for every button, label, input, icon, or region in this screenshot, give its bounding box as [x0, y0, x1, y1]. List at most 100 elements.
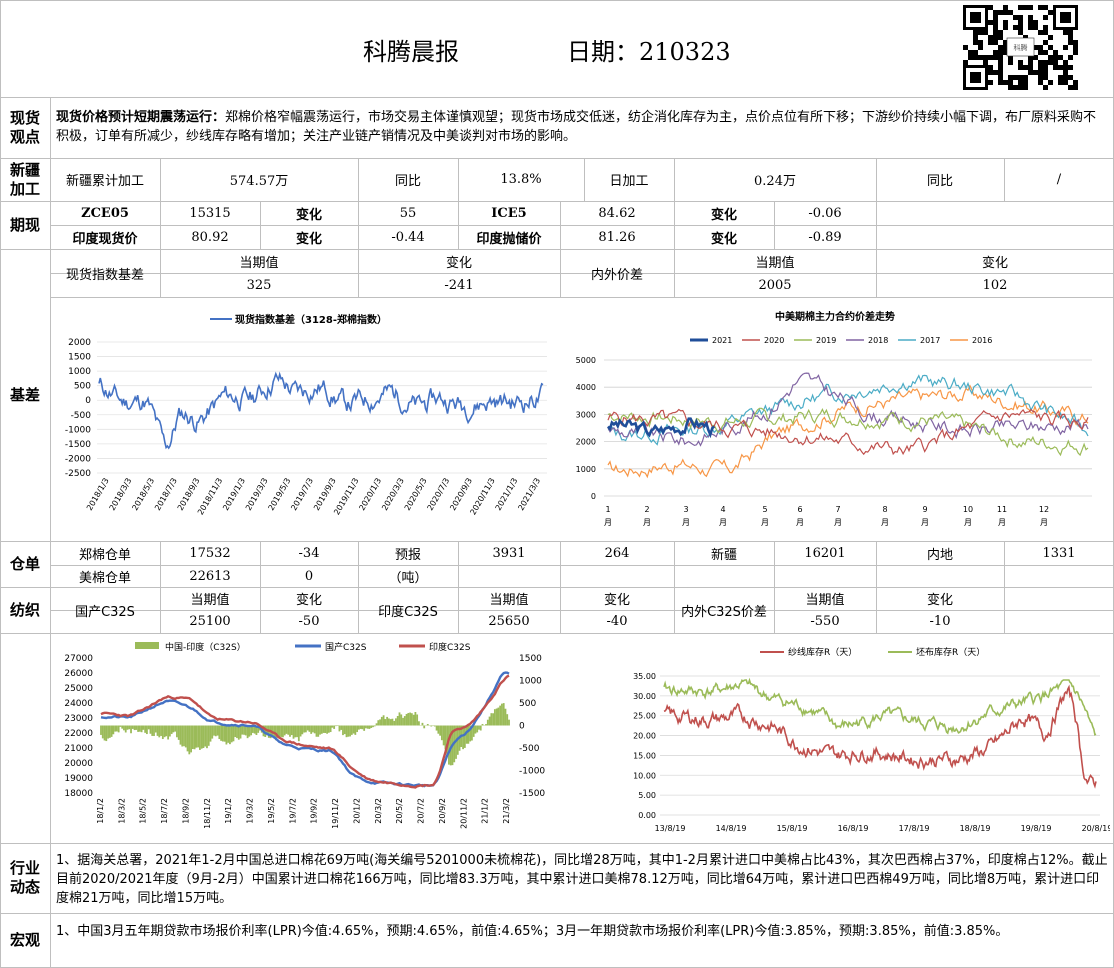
warehouse-unit: （吨）: [388, 570, 428, 586]
stock-y-tick: 10.00: [633, 771, 656, 780]
yarn-diff-bar: [282, 725, 284, 738]
xinjiang-warehouse-label: 新疆: [710, 547, 737, 563]
yarn-diff-bar: [421, 722, 424, 726]
spread-x-tick: 7: [835, 505, 840, 514]
yarn-diff-bar: [115, 725, 118, 732]
yarn-diff-bar: [200, 725, 203, 749]
yarn-diff-bar: [195, 725, 198, 748]
yarn-diff-bar: [499, 705, 502, 726]
spread-legend-label: 2019: [816, 336, 836, 345]
stock-y-tick: 0.00: [638, 811, 656, 820]
yarn-diff-bar: [297, 725, 300, 742]
c32s-spread-current-label: 当期值: [805, 593, 845, 608]
yarn-x-tick: 19/9/2: [310, 798, 319, 824]
yarn-y-tick: 25000: [64, 684, 93, 694]
basis-x-tick: 2020/7/3: [426, 477, 452, 513]
zc-warehouse-change: -34: [298, 545, 320, 561]
yarn-diff-bar: [154, 725, 157, 733]
yarn-diff-bar: [463, 725, 466, 748]
yarn-diff-bar: [114, 725, 117, 732]
yarn-diff-bar: [188, 725, 191, 755]
india-current-label: 当期值: [489, 593, 529, 608]
yarn-diff-bar: [103, 725, 106, 741]
yarn-diff-bar: [435, 725, 438, 731]
yarn-diff-bar: [130, 725, 132, 734]
yarn-diff-bar: [214, 725, 217, 737]
yarn-diff-bar: [347, 725, 350, 737]
yarn-diff-bar: [202, 725, 205, 749]
c32s-spread-change: -10: [929, 614, 951, 629]
yarn-diff-bar: [368, 725, 371, 729]
yarn-diff-bar: [126, 725, 129, 730]
yarn-diff-bar: [504, 708, 507, 726]
yarn-x-tick: 21/3/2: [502, 798, 511, 824]
yarn-x-tick: 19/11/2: [331, 798, 340, 829]
basis-x-tick: 2020/1/3: [357, 477, 383, 513]
spot-index-basis-label: 现货指数基差: [65, 267, 144, 283]
yarn-diff-bar: [479, 725, 482, 731]
yarn-diff-bar: [319, 725, 321, 735]
yarn-diff-bar: [301, 725, 304, 735]
india-spot-change: -0.44: [391, 229, 425, 245]
spread-legend-label: 2021: [712, 336, 732, 345]
yarn-inventory-line: [663, 684, 1097, 789]
yarn-diff-bar: [380, 716, 383, 726]
yarn-y-tick: 20000: [64, 759, 93, 769]
yarn-diff-bar: [359, 725, 362, 729]
yarn-diff-bar: [350, 725, 353, 735]
basis-current-label: 当期值: [239, 255, 279, 271]
yarn-diff-bar: [363, 725, 366, 731]
yarn-diff-bar: [112, 725, 115, 735]
spread-series-line: [607, 417, 716, 439]
yarn-diff-bar: [140, 725, 143, 733]
stock-y-tick: 35.00: [633, 672, 656, 681]
yarn-diff-bar: [389, 719, 392, 726]
yarn-diff-bar: [338, 725, 341, 732]
spread-x-tick: 8: [882, 505, 887, 514]
inland-warehouse-label: 内地: [926, 547, 953, 563]
yarn-diff-bar: [324, 725, 327, 733]
spread-x-month: 月: [719, 518, 727, 527]
yarn-diff-bar: [101, 725, 104, 739]
yarn-diff-bar: [333, 725, 336, 729]
yarn-diff-bar: [331, 725, 334, 728]
us-warehouse-value: 22613: [189, 568, 231, 584]
yarn-diff-bar: [405, 713, 408, 726]
yarn-diff-bar: [100, 725, 102, 735]
yarn-diff-bar: [255, 725, 258, 736]
stock-y-tick: 15.00: [633, 751, 656, 760]
yarn-diff-bar: [440, 725, 443, 741]
xinjiang-yoy2-label: 同比: [926, 174, 953, 189]
stock-y-tick: 30.00: [633, 692, 656, 701]
yarn-diff-bar: [128, 725, 131, 730]
yarn-diff-bar: [495, 708, 498, 726]
yarn-diff-bar: [430, 725, 433, 727]
yarn-diff-bar: [423, 725, 426, 729]
yarn-diff-bar: [165, 725, 168, 737]
c32s-spread-label: 内外C32S价差: [681, 604, 767, 620]
yarn-diff-bar: [131, 725, 134, 729]
yarn-legend-label: 印度C32S: [429, 641, 471, 653]
yarn-diff-bar: [384, 719, 387, 726]
basis-y-tick: 2000: [68, 338, 91, 348]
yarn-diff-bar: [313, 725, 316, 734]
ice5-label: ICE5: [491, 205, 527, 221]
ice5-change-label: 变化: [710, 207, 737, 223]
basis-x-tick: 2020/9/3: [448, 477, 474, 513]
yarn-diff-bar: [108, 725, 111, 738]
yarn-diff-bar: [497, 707, 500, 726]
india-c32s-label: 印度C32S: [378, 604, 438, 620]
spread-x-month: 月: [1040, 518, 1048, 527]
yarn-diff-bar: [117, 725, 120, 733]
yarn-y2-tick: 1500: [519, 654, 542, 664]
xinjiang-yoy2-value: /: [1056, 172, 1062, 187]
basis-x-tick: 2018/3/3: [108, 477, 134, 513]
yarn-diff-bar: [391, 718, 394, 726]
basis-x-tick: 2019/1/3: [221, 477, 247, 513]
yarn-diff-bar: [478, 725, 480, 730]
yarn-diff-bar: [439, 725, 442, 736]
yarn-india-line: [100, 674, 510, 789]
yarn-diff-bar: [402, 717, 404, 726]
yarn-diff-bar: [357, 725, 360, 730]
yarn-diff-bar: [426, 723, 429, 726]
